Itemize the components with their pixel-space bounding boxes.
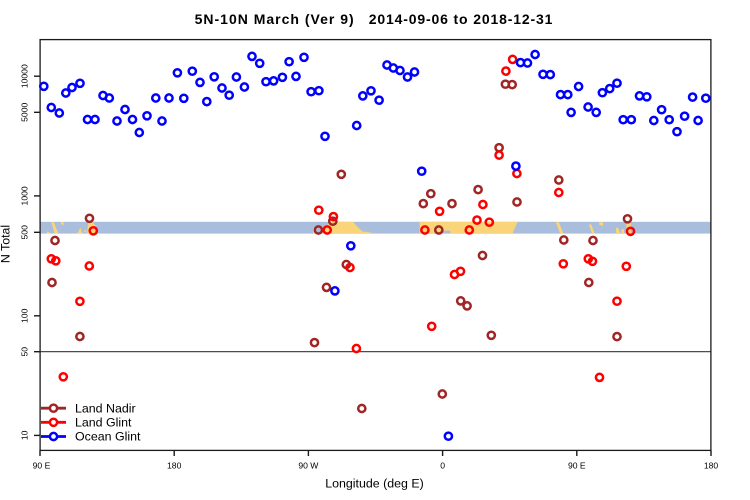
svg-text:10000: 10000 xyxy=(20,64,30,88)
svg-text:Ocean Glint: Ocean Glint xyxy=(75,430,141,444)
svg-text:2014-09-06 to 2018-12-31: 2014-09-06 to 2018-12-31 xyxy=(369,11,554,27)
svg-text:0: 0 xyxy=(440,460,445,470)
svg-text:90 E: 90 E xyxy=(568,460,586,470)
svg-text:10: 10 xyxy=(20,430,30,440)
svg-text:180: 180 xyxy=(704,460,719,470)
svg-text:1000: 1000 xyxy=(20,186,30,205)
svg-text:Land Nadir: Land Nadir xyxy=(75,401,136,415)
svg-text:N Total: N Total xyxy=(0,225,12,263)
svg-text:180: 180 xyxy=(167,460,182,470)
svg-text:5N-10N March (Ver 9): 5N-10N March (Ver 9) xyxy=(195,11,355,27)
svg-text:50: 50 xyxy=(20,347,30,357)
svg-text:5000: 5000 xyxy=(20,103,30,122)
svg-text:Land Glint: Land Glint xyxy=(75,416,132,430)
svg-text:90 E: 90 E xyxy=(33,460,51,470)
svg-text:90 W: 90 W xyxy=(298,460,319,470)
svg-text:Longitude (deg E): Longitude (deg E) xyxy=(325,477,424,491)
svg-text:500: 500 xyxy=(20,225,30,240)
svg-text:100: 100 xyxy=(20,308,30,323)
